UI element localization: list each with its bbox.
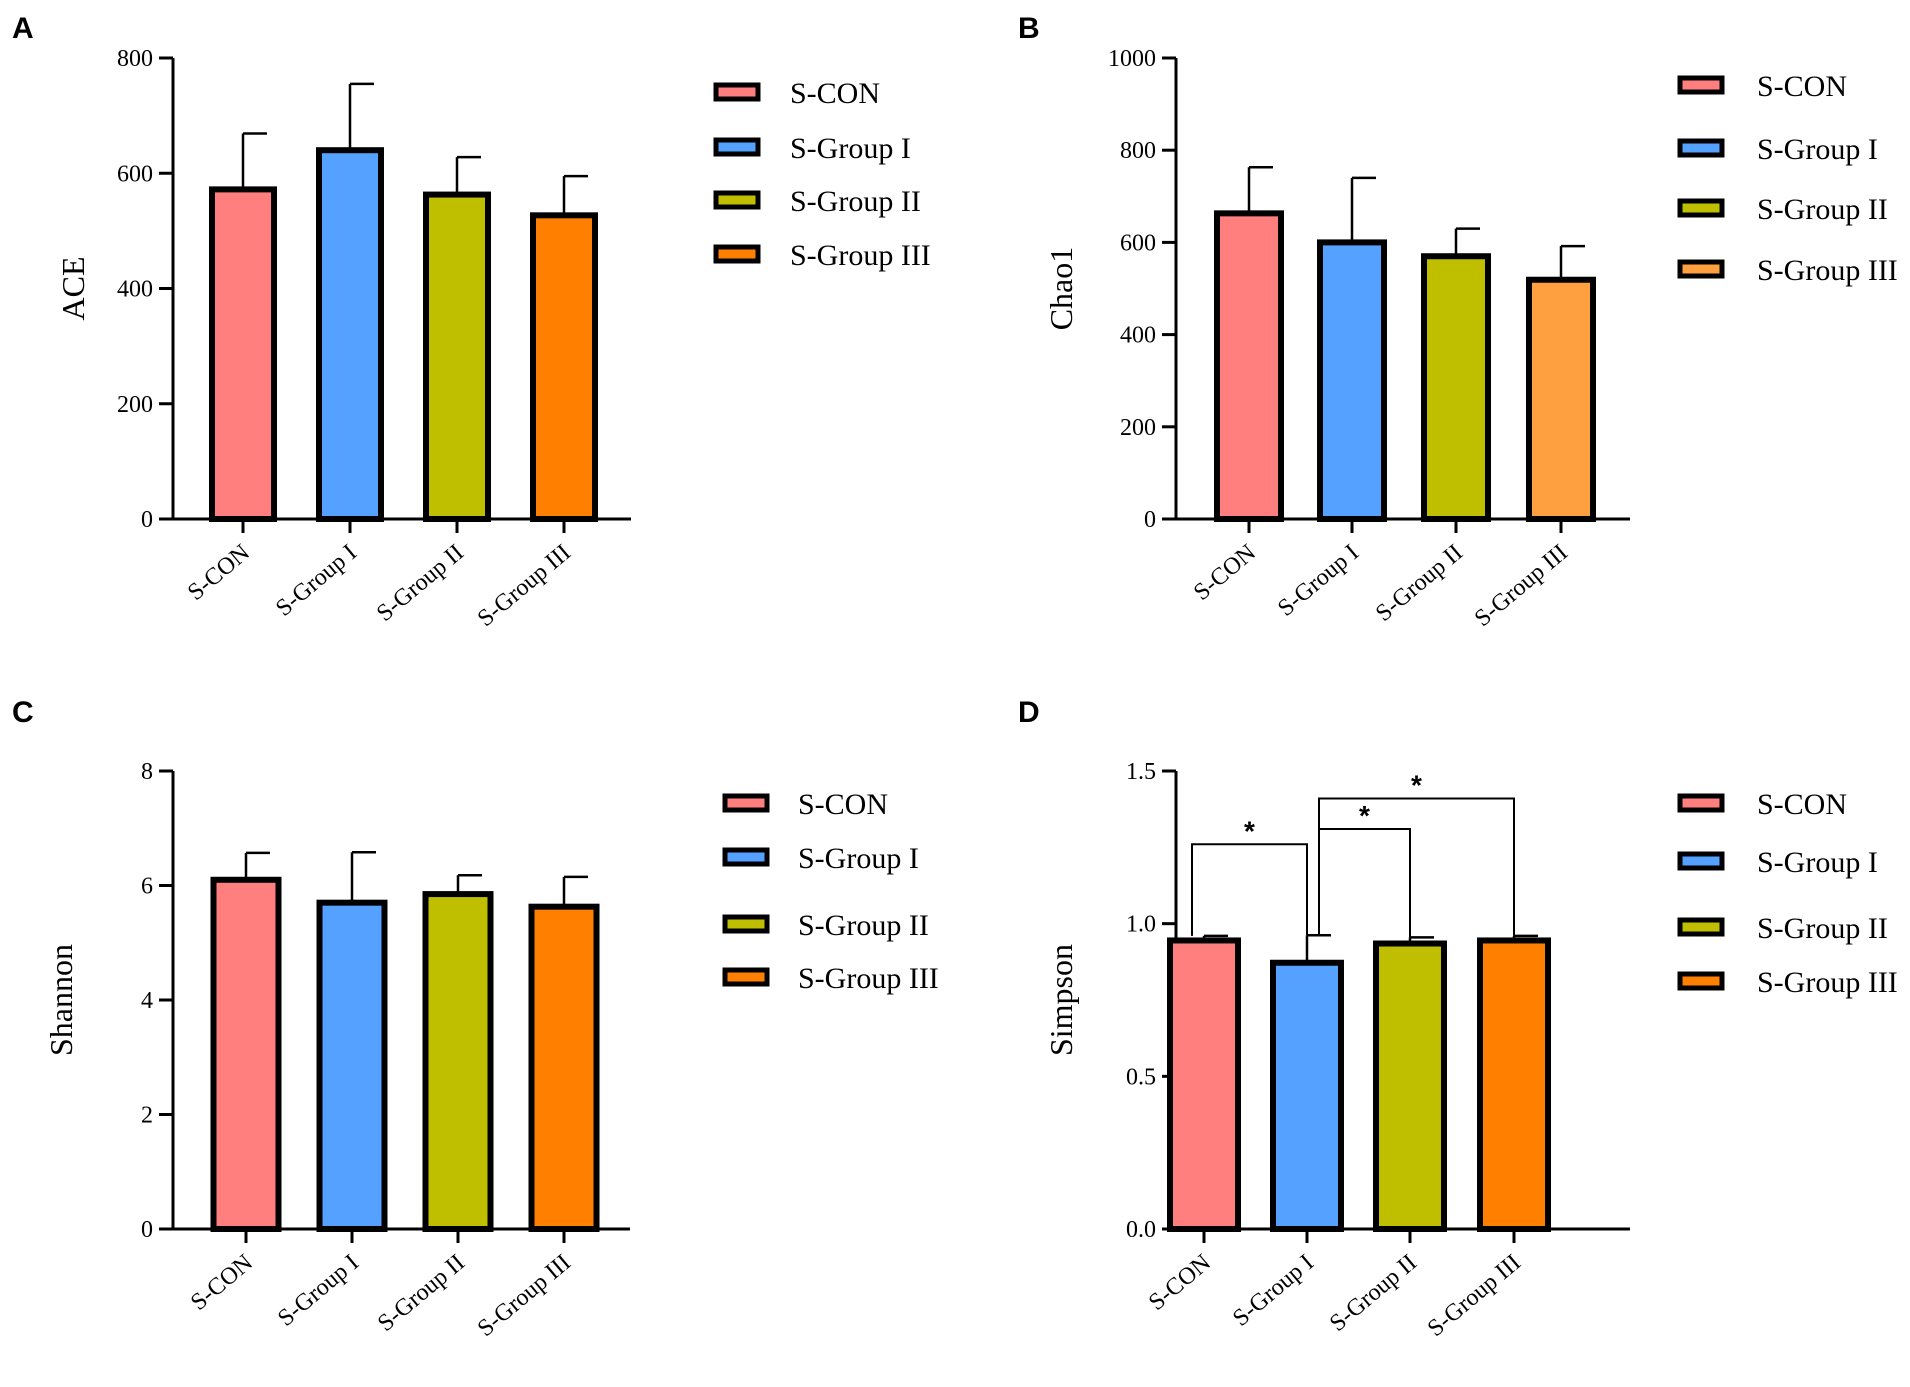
bar	[1317, 239, 1387, 522]
legend-label: S-Group III	[798, 962, 939, 995]
legend-swatch	[722, 793, 770, 813]
bar	[530, 212, 598, 522]
x-tick-label: S-Group II	[1325, 1250, 1422, 1337]
bar	[316, 147, 384, 522]
y-tick-label: 8	[141, 759, 153, 785]
legend-swatch	[713, 190, 761, 210]
legend-swatch	[1677, 971, 1725, 991]
significance-bracket	[1191, 843, 1308, 936]
legend-label: S-Group I	[790, 132, 911, 165]
x-tick-label: S-Group II	[373, 1250, 470, 1337]
x-tick-label: S-Group II	[1371, 540, 1468, 627]
y-tick-label: 1000	[1108, 46, 1156, 72]
legend-label: S-CON	[798, 788, 888, 821]
legend-label: S-Group I	[1757, 846, 1878, 879]
legend-label: S-Group I	[1757, 133, 1878, 166]
bar	[422, 891, 494, 1233]
legend-label: S-Group III	[1757, 966, 1898, 999]
significance-star: *	[1244, 815, 1255, 846]
x-tick-label: S-CON	[186, 1250, 258, 1316]
y-tick-label: 1.5	[1126, 759, 1156, 785]
legend-swatch	[1677, 75, 1725, 95]
x-tick-label: S-Group I	[271, 540, 362, 622]
x-tick-label: S-Group I	[273, 1250, 364, 1332]
bar	[528, 903, 600, 1232]
bar	[1526, 276, 1596, 522]
y-tick-label: 400	[1120, 323, 1156, 349]
y-tick-label: 600	[117, 161, 153, 187]
panel-label: B	[1018, 12, 1040, 45]
legend-label: S-CON	[790, 77, 880, 110]
bar	[1477, 937, 1551, 1233]
y-axis-title: Shannon	[43, 944, 79, 1056]
y-tick-label: 6	[141, 874, 153, 900]
legend-label: S-Group II	[1757, 912, 1888, 945]
x-tick-label: S-CON	[1144, 1250, 1216, 1316]
x-tick-label: S-Group II	[372, 540, 469, 627]
legend-label: S-Group III	[790, 239, 931, 272]
x-tick-label: S-Group III	[1470, 540, 1573, 632]
y-tick-label: 0	[1144, 507, 1156, 533]
legend-label: S-Group II	[1757, 193, 1888, 226]
y-tick-label: 800	[117, 46, 153, 72]
x-tick-label: S-Group I	[1228, 1250, 1319, 1332]
bar	[1214, 210, 1284, 522]
significance-bracket	[1318, 828, 1411, 938]
bar	[1167, 937, 1241, 1233]
y-axis-title: Chao1	[1043, 247, 1079, 331]
legend-swatch	[713, 244, 761, 264]
x-tick-label: S-CON	[1189, 540, 1261, 606]
legend-swatch	[1677, 917, 1725, 937]
y-tick-label: 0.0	[1126, 1217, 1156, 1243]
legend-swatch	[722, 914, 770, 934]
x-tick-label: S-Group III	[473, 540, 576, 632]
y-tick-label: 0.5	[1126, 1064, 1156, 1090]
legend-swatch	[1677, 138, 1725, 158]
bar	[1270, 959, 1344, 1232]
legend-swatch	[722, 847, 770, 867]
y-tick-label: 0	[141, 1217, 153, 1243]
x-tick-label: S-Group I	[1273, 540, 1364, 622]
y-tick-label: 400	[117, 277, 153, 303]
legend-label: S-Group I	[798, 842, 919, 875]
legend-swatch	[1677, 198, 1725, 218]
y-tick-label: 200	[1120, 415, 1156, 441]
legend-swatch	[722, 967, 770, 987]
y-axis-title: Simpson	[1043, 944, 1079, 1056]
x-tick-label: S-Group III	[473, 1250, 576, 1342]
y-tick-label: 800	[1120, 138, 1156, 164]
legend-label: S-Group II	[798, 909, 929, 942]
y-tick-label: 1.0	[1126, 912, 1156, 938]
y-tick-label: 600	[1120, 230, 1156, 256]
bar	[1421, 253, 1491, 522]
panel-label: D	[1018, 696, 1040, 729]
y-tick-label: 2	[141, 1103, 153, 1129]
bar	[423, 191, 491, 522]
legend-swatch	[1677, 851, 1725, 871]
significance-star: *	[1411, 769, 1422, 800]
panel-label: C	[12, 696, 34, 729]
y-axis-title: ACE	[55, 257, 91, 321]
bar	[316, 899, 388, 1232]
significance-star: *	[1359, 800, 1370, 831]
bar	[209, 186, 277, 522]
legend-label: S-Group II	[790, 185, 921, 218]
y-tick-label: 0	[141, 507, 153, 533]
legend-label: S-CON	[1757, 70, 1847, 103]
legend-swatch	[1677, 259, 1725, 279]
x-tick-label: S-CON	[183, 540, 255, 606]
y-tick-label: 200	[117, 392, 153, 418]
panel-label: A	[12, 12, 34, 45]
legend-swatch	[1677, 793, 1725, 813]
bar	[1373, 940, 1447, 1232]
bar	[210, 876, 282, 1233]
legend-label: S-CON	[1757, 788, 1847, 821]
x-tick-label: S-Group III	[1423, 1250, 1526, 1342]
legend-swatch	[713, 137, 761, 157]
legend-label: S-Group III	[1757, 254, 1898, 287]
significance-bracket	[1318, 797, 1515, 936]
legend-swatch	[713, 82, 761, 102]
y-tick-label: 4	[141, 988, 153, 1014]
